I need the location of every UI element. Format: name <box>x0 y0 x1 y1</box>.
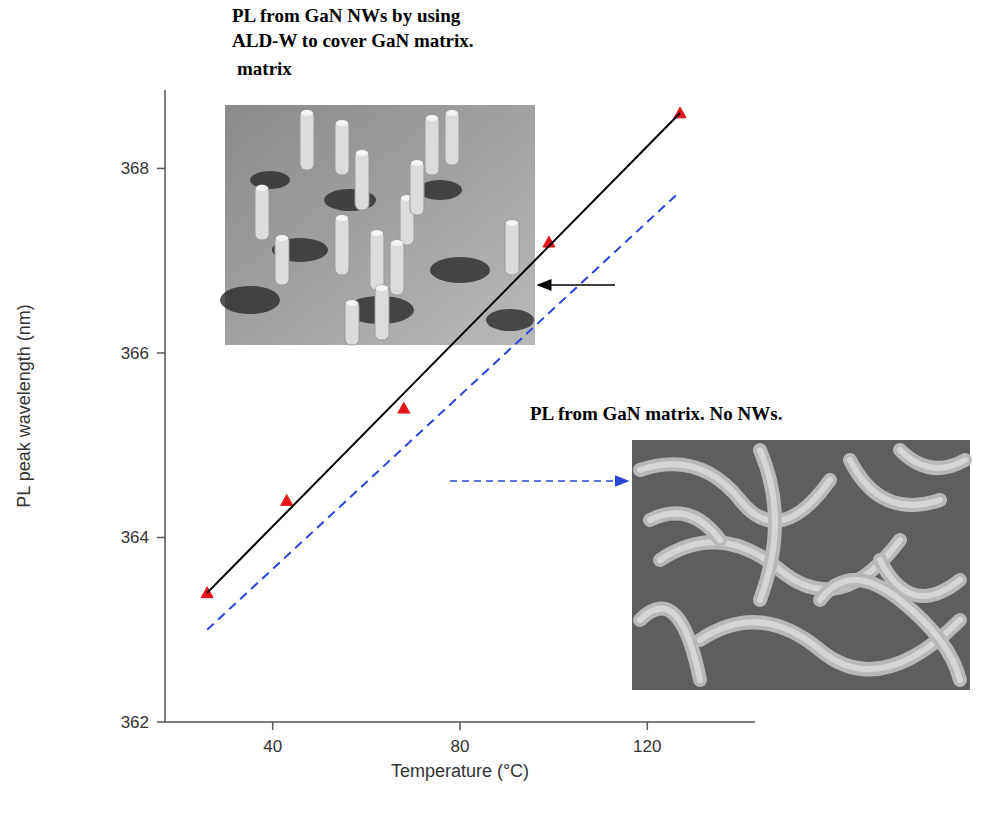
x-tick <box>647 722 649 730</box>
x-axis-title: Temperature (°C) <box>391 761 529 781</box>
y-axis-title: PL peak wavelength (nm) <box>14 304 34 507</box>
data-point <box>281 495 293 506</box>
y-tick-label: 364 <box>121 528 149 547</box>
y-tick-label: 368 <box>121 159 149 178</box>
data-point <box>398 402 410 413</box>
x-tick-label: 80 <box>451 737 470 756</box>
x-tick-label: 40 <box>263 737 282 756</box>
sem-image-matrix <box>632 440 970 690</box>
x-tick-label: 120 <box>633 737 661 756</box>
data-line <box>207 113 680 593</box>
x-tick <box>272 722 274 730</box>
y-tick <box>157 352 165 354</box>
y-tick <box>157 168 165 170</box>
annotation: PL from GaN NWs by using <box>232 5 461 26</box>
x-tick <box>459 722 461 730</box>
annotation: PL from GaN matrix. No NWs. <box>530 403 782 424</box>
y-axis <box>164 90 166 722</box>
y-tick <box>157 721 165 723</box>
y-tick-label: 366 <box>121 344 149 363</box>
y-tick-label: 362 <box>121 713 149 732</box>
annotation: ALD-W to cover GaN matrix. <box>232 30 474 51</box>
annotation: matrix <box>237 58 292 79</box>
plot-area <box>201 107 686 630</box>
arrow <box>538 284 615 286</box>
chart: 362 364 366 368 40 80 120 Temperature (°C) PL pe… <box>0 0 998 820</box>
arrow <box>450 480 628 482</box>
y-tick <box>157 537 165 539</box>
